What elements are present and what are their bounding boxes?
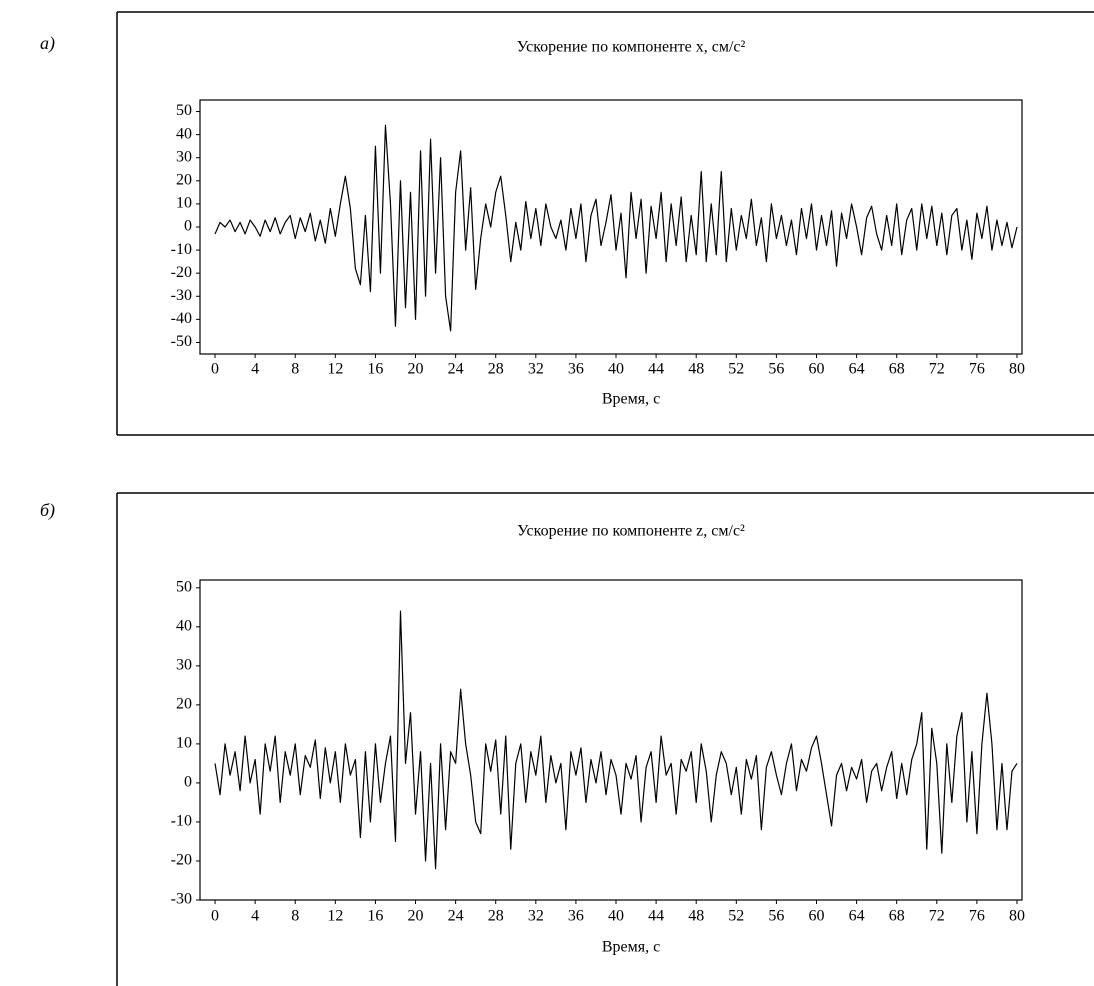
panel-label: а) bbox=[40, 33, 55, 54]
x-tick-label: 72 bbox=[929, 361, 945, 378]
y-tick-label: 0 bbox=[184, 218, 192, 235]
y-tick-label: 20 bbox=[176, 171, 192, 188]
y-tick-label: -10 bbox=[171, 813, 192, 830]
x-tick-label: 52 bbox=[728, 361, 744, 378]
y-tick-label: -20 bbox=[171, 264, 192, 281]
x-tick-label: 48 bbox=[688, 361, 704, 378]
plot-frame bbox=[199, 579, 1023, 901]
y-tick-label: 30 bbox=[176, 148, 192, 165]
x-tick-label: 4 bbox=[251, 361, 259, 378]
x-tick-label: 8 bbox=[291, 361, 299, 378]
data-line bbox=[214, 124, 1018, 332]
x-tick-label: 36 bbox=[568, 361, 584, 378]
frame-b bbox=[116, 492, 1094, 986]
x-tick-label: 64 bbox=[849, 361, 865, 378]
x-tick-label: 44 bbox=[648, 908, 664, 925]
frame-a bbox=[116, 11, 1094, 436]
x-tick-label: 12 bbox=[327, 361, 343, 378]
x-tick-label: 16 bbox=[367, 361, 383, 378]
y-tick-label: 0 bbox=[184, 774, 192, 791]
y-tick-label: -30 bbox=[171, 287, 192, 304]
panel-label: б) bbox=[40, 500, 55, 521]
x-tick-label: 68 bbox=[889, 908, 905, 925]
x-tick-label: 80 bbox=[1009, 908, 1025, 925]
chart-title: Ускорение по компоненте z, см/с² bbox=[517, 523, 745, 540]
x-tick-label: 76 bbox=[969, 361, 985, 378]
y-tick-label: -30 bbox=[171, 891, 192, 908]
x-tick-label: 36 bbox=[568, 908, 584, 925]
x-tick-label: 60 bbox=[809, 361, 825, 378]
x-tick-label: 0 bbox=[211, 361, 219, 378]
y-tick-label: -40 bbox=[171, 310, 192, 327]
x-tick-label: 68 bbox=[889, 361, 905, 378]
x-tick-label: 64 bbox=[849, 908, 865, 925]
x-tick-label: 20 bbox=[408, 908, 424, 925]
x-tick-label: 44 bbox=[648, 361, 664, 378]
x-tick-label: 24 bbox=[448, 908, 464, 925]
y-tick-label: 20 bbox=[176, 696, 192, 713]
x-tick-label: 32 bbox=[528, 908, 544, 925]
x-tick-label: 24 bbox=[448, 361, 464, 378]
x-tick-label: 32 bbox=[528, 361, 544, 378]
x-tick-label: 72 bbox=[929, 908, 945, 925]
x-axis-label: Время, с bbox=[602, 391, 660, 408]
x-tick-label: 56 bbox=[768, 908, 784, 925]
y-tick-label: 50 bbox=[176, 578, 192, 595]
y-tick-label: -50 bbox=[171, 333, 192, 350]
x-tick-label: 12 bbox=[327, 908, 343, 925]
chart-title: Ускорение по компоненте x, см/с² bbox=[517, 39, 746, 56]
x-tick-label: 28 bbox=[488, 361, 504, 378]
y-tick-label: -20 bbox=[171, 852, 192, 869]
x-tick-label: 20 bbox=[408, 361, 424, 378]
data-line bbox=[214, 610, 1018, 870]
x-tick-label: 80 bbox=[1009, 361, 1025, 378]
x-tick-label: 16 bbox=[367, 908, 383, 925]
y-tick-label: 10 bbox=[176, 735, 192, 752]
y-tick-label: 30 bbox=[176, 657, 192, 674]
x-tick-label: 40 bbox=[608, 908, 624, 925]
x-tick-label: 60 bbox=[809, 908, 825, 925]
x-tick-label: 28 bbox=[488, 908, 504, 925]
x-tick-label: 76 bbox=[969, 908, 985, 925]
y-tick-label: 50 bbox=[176, 102, 192, 119]
x-tick-label: 4 bbox=[251, 908, 259, 925]
y-tick-label: 10 bbox=[176, 195, 192, 212]
x-tick-label: 0 bbox=[211, 908, 219, 925]
x-tick-label: 48 bbox=[688, 908, 704, 925]
x-tick-label: 40 bbox=[608, 361, 624, 378]
y-tick-label: 40 bbox=[176, 125, 192, 142]
x-tick-label: 56 bbox=[768, 361, 784, 378]
x-tick-label: 52 bbox=[728, 908, 744, 925]
y-tick-label: 40 bbox=[176, 618, 192, 635]
x-axis-label: Время, с bbox=[602, 939, 660, 956]
y-tick-label: -10 bbox=[171, 241, 192, 258]
x-tick-label: 8 bbox=[291, 908, 299, 925]
